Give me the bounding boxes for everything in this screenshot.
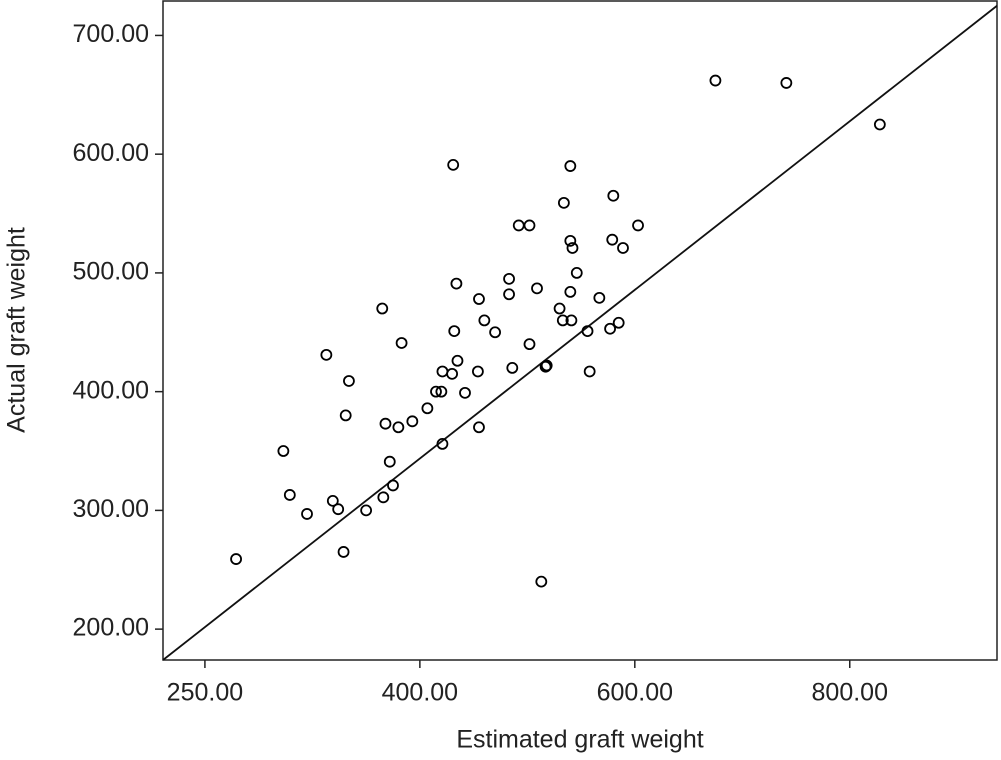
scatter-point	[360, 504, 373, 517]
y-tick-label: 600.00	[73, 139, 149, 167]
scatter-point	[339, 409, 352, 422]
scatter-point	[709, 74, 722, 87]
scatter-point	[337, 546, 350, 558]
scatter-point	[447, 158, 460, 171]
scatter-point	[471, 365, 484, 378]
scatter-point	[503, 288, 515, 301]
scatter-point	[564, 286, 577, 298]
reference-line	[162, 5, 998, 661]
scatter-point	[451, 354, 464, 367]
scatter-point	[604, 322, 616, 335]
scatter-point	[612, 316, 625, 329]
scatter-point	[448, 325, 461, 337]
scatter-point	[535, 575, 548, 588]
scatter-point	[564, 160, 577, 172]
scatter-point	[383, 455, 396, 468]
scatter-point	[512, 219, 525, 232]
x-tick-label: 400.00	[382, 679, 458, 707]
scatter-point	[387, 479, 399, 492]
scatter-point	[320, 348, 333, 361]
scatter-point	[230, 553, 242, 565]
scatter-point	[473, 293, 485, 305]
scatter-point	[556, 314, 569, 327]
scatter-point	[446, 367, 459, 380]
y-axis-label: Actual graft weight	[3, 227, 31, 433]
scatter-point	[436, 437, 449, 450]
scatter-point	[395, 337, 408, 349]
scatter-point	[593, 291, 606, 304]
scatter-point	[435, 385, 448, 398]
scatter-point	[301, 508, 313, 520]
scatter-point	[489, 326, 501, 339]
scatter-point	[606, 233, 619, 246]
scatter-point	[566, 242, 579, 254]
scatter-point	[539, 360, 552, 373]
scatter-point	[377, 491, 390, 504]
scatter-point	[376, 302, 389, 315]
scatter-point	[632, 219, 644, 232]
scatter-point	[873, 118, 886, 131]
scatter-point	[553, 302, 566, 315]
scatter-point	[436, 365, 449, 378]
scatter-point	[617, 242, 629, 254]
scatter-point	[392, 421, 405, 434]
scatter-point	[531, 282, 543, 295]
scatter-point	[478, 314, 491, 327]
scatter-point	[506, 362, 519, 374]
y-tick-label: 200.00	[73, 614, 149, 642]
scatter-point	[421, 402, 434, 415]
scatter-point	[583, 365, 596, 378]
scatter-point	[581, 325, 594, 337]
x-tick-label: 250.00	[167, 679, 243, 707]
scatter-point	[473, 421, 485, 434]
scatter-point	[780, 77, 793, 89]
scatter-point	[570, 267, 583, 279]
scatter-point	[523, 338, 536, 351]
scatter-point	[277, 445, 290, 457]
y-tick-label: 700.00	[73, 20, 149, 48]
y-tick-label: 300.00	[73, 495, 149, 523]
scatter-point	[523, 219, 536, 232]
scatter-point	[503, 272, 515, 285]
scatter-point	[557, 196, 570, 209]
scatter-point	[607, 189, 620, 202]
scatter-point	[565, 314, 578, 327]
scatter-point	[343, 375, 355, 387]
scatter-point	[540, 359, 553, 372]
x-tick-label: 600.00	[597, 679, 673, 707]
scatter-point	[326, 494, 339, 507]
x-tick-label: 800.00	[812, 679, 888, 707]
scatter-point	[564, 234, 577, 247]
scatter-point	[459, 386, 471, 399]
plot-frame	[162, 0, 998, 661]
scatter-point	[379, 417, 392, 430]
y-tick-label: 500.00	[73, 258, 149, 286]
x-axis-label: Estimated graft weight	[456, 726, 703, 754]
scatter-point	[332, 503, 345, 516]
scatter-point	[430, 385, 442, 398]
y-tick-label: 400.00	[73, 376, 149, 404]
scatter-point	[450, 277, 463, 290]
scatter-point	[283, 489, 296, 501]
scatter-point	[406, 415, 419, 428]
